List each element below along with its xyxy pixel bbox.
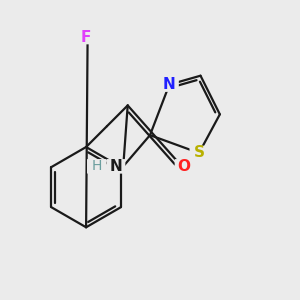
FancyBboxPatch shape xyxy=(190,146,208,160)
FancyBboxPatch shape xyxy=(106,159,125,174)
FancyBboxPatch shape xyxy=(87,159,106,174)
Text: F: F xyxy=(81,30,91,45)
FancyBboxPatch shape xyxy=(175,159,194,174)
FancyBboxPatch shape xyxy=(160,77,179,92)
Text: S: S xyxy=(194,146,205,160)
FancyBboxPatch shape xyxy=(76,30,96,44)
Text: N: N xyxy=(110,159,122,174)
Text: H: H xyxy=(91,159,102,173)
Text: O: O xyxy=(178,159,191,174)
Text: N: N xyxy=(163,77,176,92)
